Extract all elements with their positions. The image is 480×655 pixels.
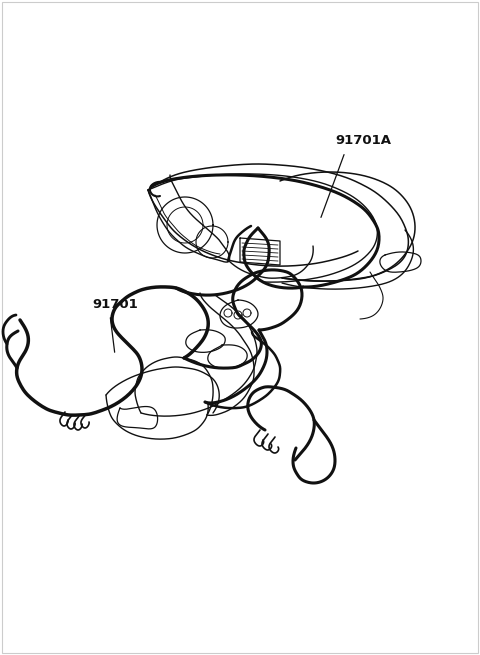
Text: 91701A: 91701A [335,134,391,147]
Text: 91701: 91701 [92,299,138,312]
